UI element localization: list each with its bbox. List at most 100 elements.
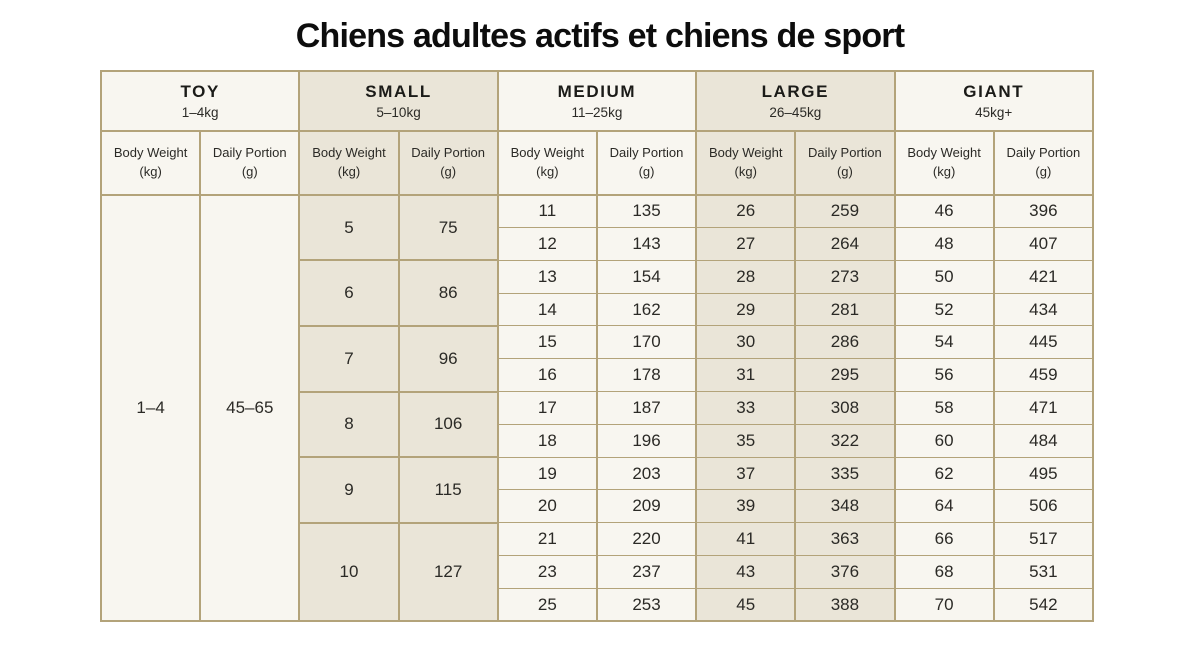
page-title: Chiens adultes actifs et chiens de sport — [295, 17, 905, 55]
cell-giant-weight: 70 — [893, 587, 995, 622]
group-header-toy: TOY 1–4kg — [99, 69, 301, 132]
feeding-table: TOY 1–4kg SMALL 5–10kg MEDIUM 11–25kg LA… — [99, 69, 1095, 623]
table-body: 1–4 45–65 5 75 11 135 26 259 46 396 12 1… — [99, 193, 1095, 623]
group-name: TOY — [180, 81, 220, 101]
table-header: TOY 1–4kg SMALL 5–10kg MEDIUM 11–25kg LA… — [99, 69, 1095, 196]
col-header-unit: (kg) — [734, 163, 757, 179]
cell-medium-portion: 187 — [595, 391, 698, 425]
cell-giant-weight: 48 — [893, 227, 995, 261]
col-header-large-portion: Daily Portion (g) — [794, 129, 896, 196]
cell-giant-weight: 66 — [893, 522, 995, 557]
cell-large-portion: 308 — [794, 391, 896, 425]
cell-small-portion: 75 — [397, 193, 499, 262]
cell-giant-weight: 56 — [893, 358, 995, 393]
col-header-unit: (g) — [440, 163, 457, 179]
col-header-unit: (g) — [1035, 163, 1052, 179]
group-header-large: LARGE 26–45kg — [695, 69, 896, 132]
cell-medium-portion: 135 — [595, 194, 698, 229]
col-header-label: Body Weight — [708, 144, 783, 160]
cell-large-weight: 27 — [695, 227, 797, 261]
cell-large-portion: 273 — [794, 259, 896, 294]
cell-large-weight: 26 — [695, 194, 797, 229]
cell-medium-portion: 237 — [595, 555, 698, 589]
col-header-unit: (g) — [241, 163, 258, 179]
table-row: 8 106 17 187 33 308 58 471 — [101, 390, 1095, 459]
group-range: 11–25kg — [571, 104, 623, 120]
cell-large-weight: 37 — [695, 456, 797, 491]
col-header-unit: (g) — [836, 163, 853, 179]
cell-large-weight: 45 — [695, 587, 797, 622]
cell-medium-weight: 20 — [496, 489, 598, 524]
group-range: 45kg+ — [975, 104, 1013, 120]
cell-giant-portion: 459 — [992, 358, 1095, 393]
table-row: 25 253 45 388 70 542 — [101, 587, 1095, 622]
cell-small-weight: 6 — [298, 259, 400, 327]
group-name: GIANT — [963, 81, 1025, 101]
cell-small-portion: 115 — [397, 456, 499, 524]
cell-toy-weight: 1–4 — [99, 193, 202, 623]
cell-large-portion: 259 — [794, 194, 896, 229]
cell-giant-portion: 407 — [992, 227, 1095, 261]
cell-small-weight: 5 — [298, 193, 400, 262]
cell-large-portion: 348 — [794, 489, 896, 524]
cell-giant-weight: 58 — [893, 391, 995, 425]
cell-giant-portion: 542 — [992, 587, 1095, 622]
cell-medium-weight: 23 — [496, 555, 598, 589]
cell-medium-weight: 17 — [496, 391, 598, 425]
cell-small-portion: 106 — [397, 390, 499, 459]
cell-large-portion: 388 — [794, 587, 896, 622]
cell-giant-portion: 396 — [992, 194, 1095, 229]
col-header-toy-weight: Body Weight (kg) — [99, 129, 202, 196]
col-header-large-weight: Body Weight (kg) — [695, 129, 797, 196]
cell-giant-weight: 60 — [893, 423, 995, 458]
cell-giant-portion: 484 — [992, 423, 1095, 458]
cell-large-portion: 376 — [794, 555, 896, 589]
cell-large-weight: 28 — [695, 259, 797, 294]
col-header-unit: (kg) — [536, 163, 559, 179]
cell-medium-weight: 12 — [496, 227, 598, 261]
table-row: 12 143 27 264 48 407 — [101, 227, 1095, 261]
group-header-small: SMALL 5–10kg — [298, 69, 499, 132]
cell-medium-weight: 19 — [496, 456, 598, 491]
group-header-row: TOY 1–4kg SMALL 5–10kg MEDIUM 11–25kg LA… — [99, 69, 1094, 132]
cell-medium-portion: 196 — [595, 423, 698, 458]
cell-large-weight: 43 — [695, 555, 797, 589]
col-header-label: Body Weight — [510, 144, 585, 160]
cell-giant-weight: 68 — [893, 555, 995, 589]
group-header-medium: MEDIUM 11–25kg — [496, 69, 698, 132]
cell-giant-weight: 64 — [893, 489, 995, 524]
cell-large-portion: 295 — [794, 358, 896, 393]
group-range: 5–10kg — [376, 104, 421, 120]
cell-large-weight: 33 — [695, 391, 797, 425]
col-header-medium-weight: Body Weight (kg) — [496, 129, 598, 196]
cell-large-weight: 39 — [695, 489, 797, 524]
cell-large-weight: 29 — [695, 292, 797, 327]
cell-giant-weight: 46 — [893, 194, 995, 229]
cell-medium-weight: 15 — [496, 325, 598, 360]
cell-small-weight: 8 — [298, 390, 400, 459]
col-header-label: Body Weight — [907, 144, 981, 160]
cell-giant-portion: 495 — [992, 456, 1095, 491]
cell-medium-weight: 25 — [496, 587, 598, 622]
group-name: SMALL — [365, 81, 432, 101]
cell-large-portion: 286 — [794, 325, 896, 360]
cell-large-portion: 264 — [794, 227, 896, 261]
col-header-label: Daily Portion — [1006, 144, 1081, 160]
cell-toy-portion: 45–65 — [199, 193, 301, 623]
page: Chiens adultes actifs et chiens de sport… — [0, 16, 1200, 646]
cell-large-portion: 363 — [794, 522, 896, 557]
cell-medium-weight: 16 — [496, 358, 598, 393]
table-row: 23 237 43 376 68 531 — [101, 555, 1095, 589]
cell-giant-portion: 531 — [992, 555, 1095, 589]
col-header-giant-weight: Body Weight (kg) — [893, 129, 995, 196]
col-header-small-portion: Daily Portion (g) — [397, 129, 499, 196]
col-header-unit: (g) — [638, 163, 655, 179]
cell-small-portion: 127 — [397, 521, 499, 623]
table-row: 1–4 45–65 5 75 11 135 26 259 46 396 — [99, 193, 1095, 623]
col-header-label: Body Weight — [312, 144, 386, 160]
cell-medium-portion: 220 — [595, 522, 698, 557]
cell-large-weight: 41 — [695, 522, 797, 557]
table-row: 14 162 29 281 52 434 — [101, 292, 1095, 327]
cell-large-portion: 335 — [794, 456, 896, 491]
cell-large-weight: 31 — [695, 358, 797, 393]
